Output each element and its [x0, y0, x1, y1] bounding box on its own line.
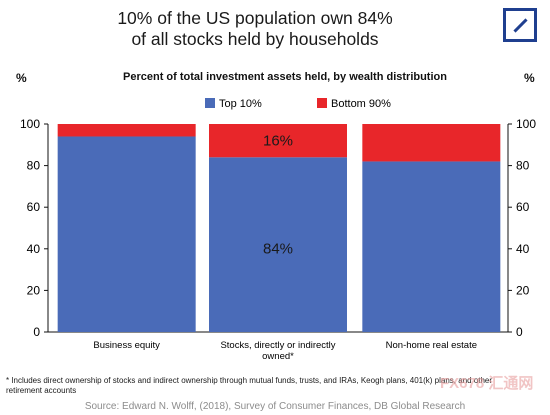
- legend-swatch-1: [317, 98, 327, 108]
- data-label-1: 84%: [263, 240, 293, 257]
- watermark: FX678 汇通网: [440, 375, 534, 392]
- bar-1-1: [209, 124, 347, 158]
- chart-title: Percent of total investment assets held,…: [123, 71, 447, 83]
- y-tick-label-right: 20: [516, 283, 530, 297]
- y-tick-label-right: 60: [516, 200, 530, 214]
- y-tick-label-left: 40: [27, 242, 41, 256]
- x-tick-label-0: Business equity: [93, 340, 160, 351]
- bar-2-0: [362, 161, 501, 332]
- bar-0-1: [57, 124, 196, 137]
- footnote: * Includes direct ownership of stocks an…: [6, 376, 493, 395]
- legend-swatch-0: [205, 98, 215, 108]
- bar-2-1: [362, 124, 501, 162]
- y-tick-label-right: 100: [516, 117, 536, 131]
- x-tick-label-1: owned*: [262, 351, 294, 362]
- y-tick-label-left: 80: [27, 159, 41, 173]
- y-tick-label-left: 100: [20, 117, 40, 131]
- legend-label-1: Bottom 90%: [331, 98, 391, 110]
- source-note: Source: Edward N. Wolff, (2018), Survey …: [84, 401, 466, 412]
- headline-line-2: of all stocks held by households: [131, 29, 379, 49]
- x-tick-label-1: Stocks, directly or indirectly: [220, 340, 335, 351]
- y-axis-left-unit: %: [16, 71, 27, 85]
- legend-label-0: Top 10%: [219, 98, 262, 110]
- y-tick-label-left: 20: [27, 283, 41, 297]
- x-tick-label-2: Non-home real estate: [386, 340, 477, 351]
- headline: 10% of the US population own 84% of all …: [40, 8, 470, 50]
- y-tick-label-right: 40: [516, 242, 530, 256]
- bar-0-0: [57, 136, 196, 332]
- data-label-0: 16%: [263, 133, 293, 150]
- deutsche-bank-logo-icon: [503, 8, 537, 42]
- y-tick-label-right: 80: [516, 159, 530, 173]
- bar-1-0: [209, 157, 347, 332]
- y-axis-right-unit: %: [524, 71, 535, 85]
- y-tick-label-left: 60: [27, 200, 41, 214]
- y-tick-label-right: 0: [516, 325, 523, 339]
- y-tick-label-left: 0: [33, 325, 40, 339]
- headline-line-1: 10% of the US population own 84%: [117, 8, 393, 28]
